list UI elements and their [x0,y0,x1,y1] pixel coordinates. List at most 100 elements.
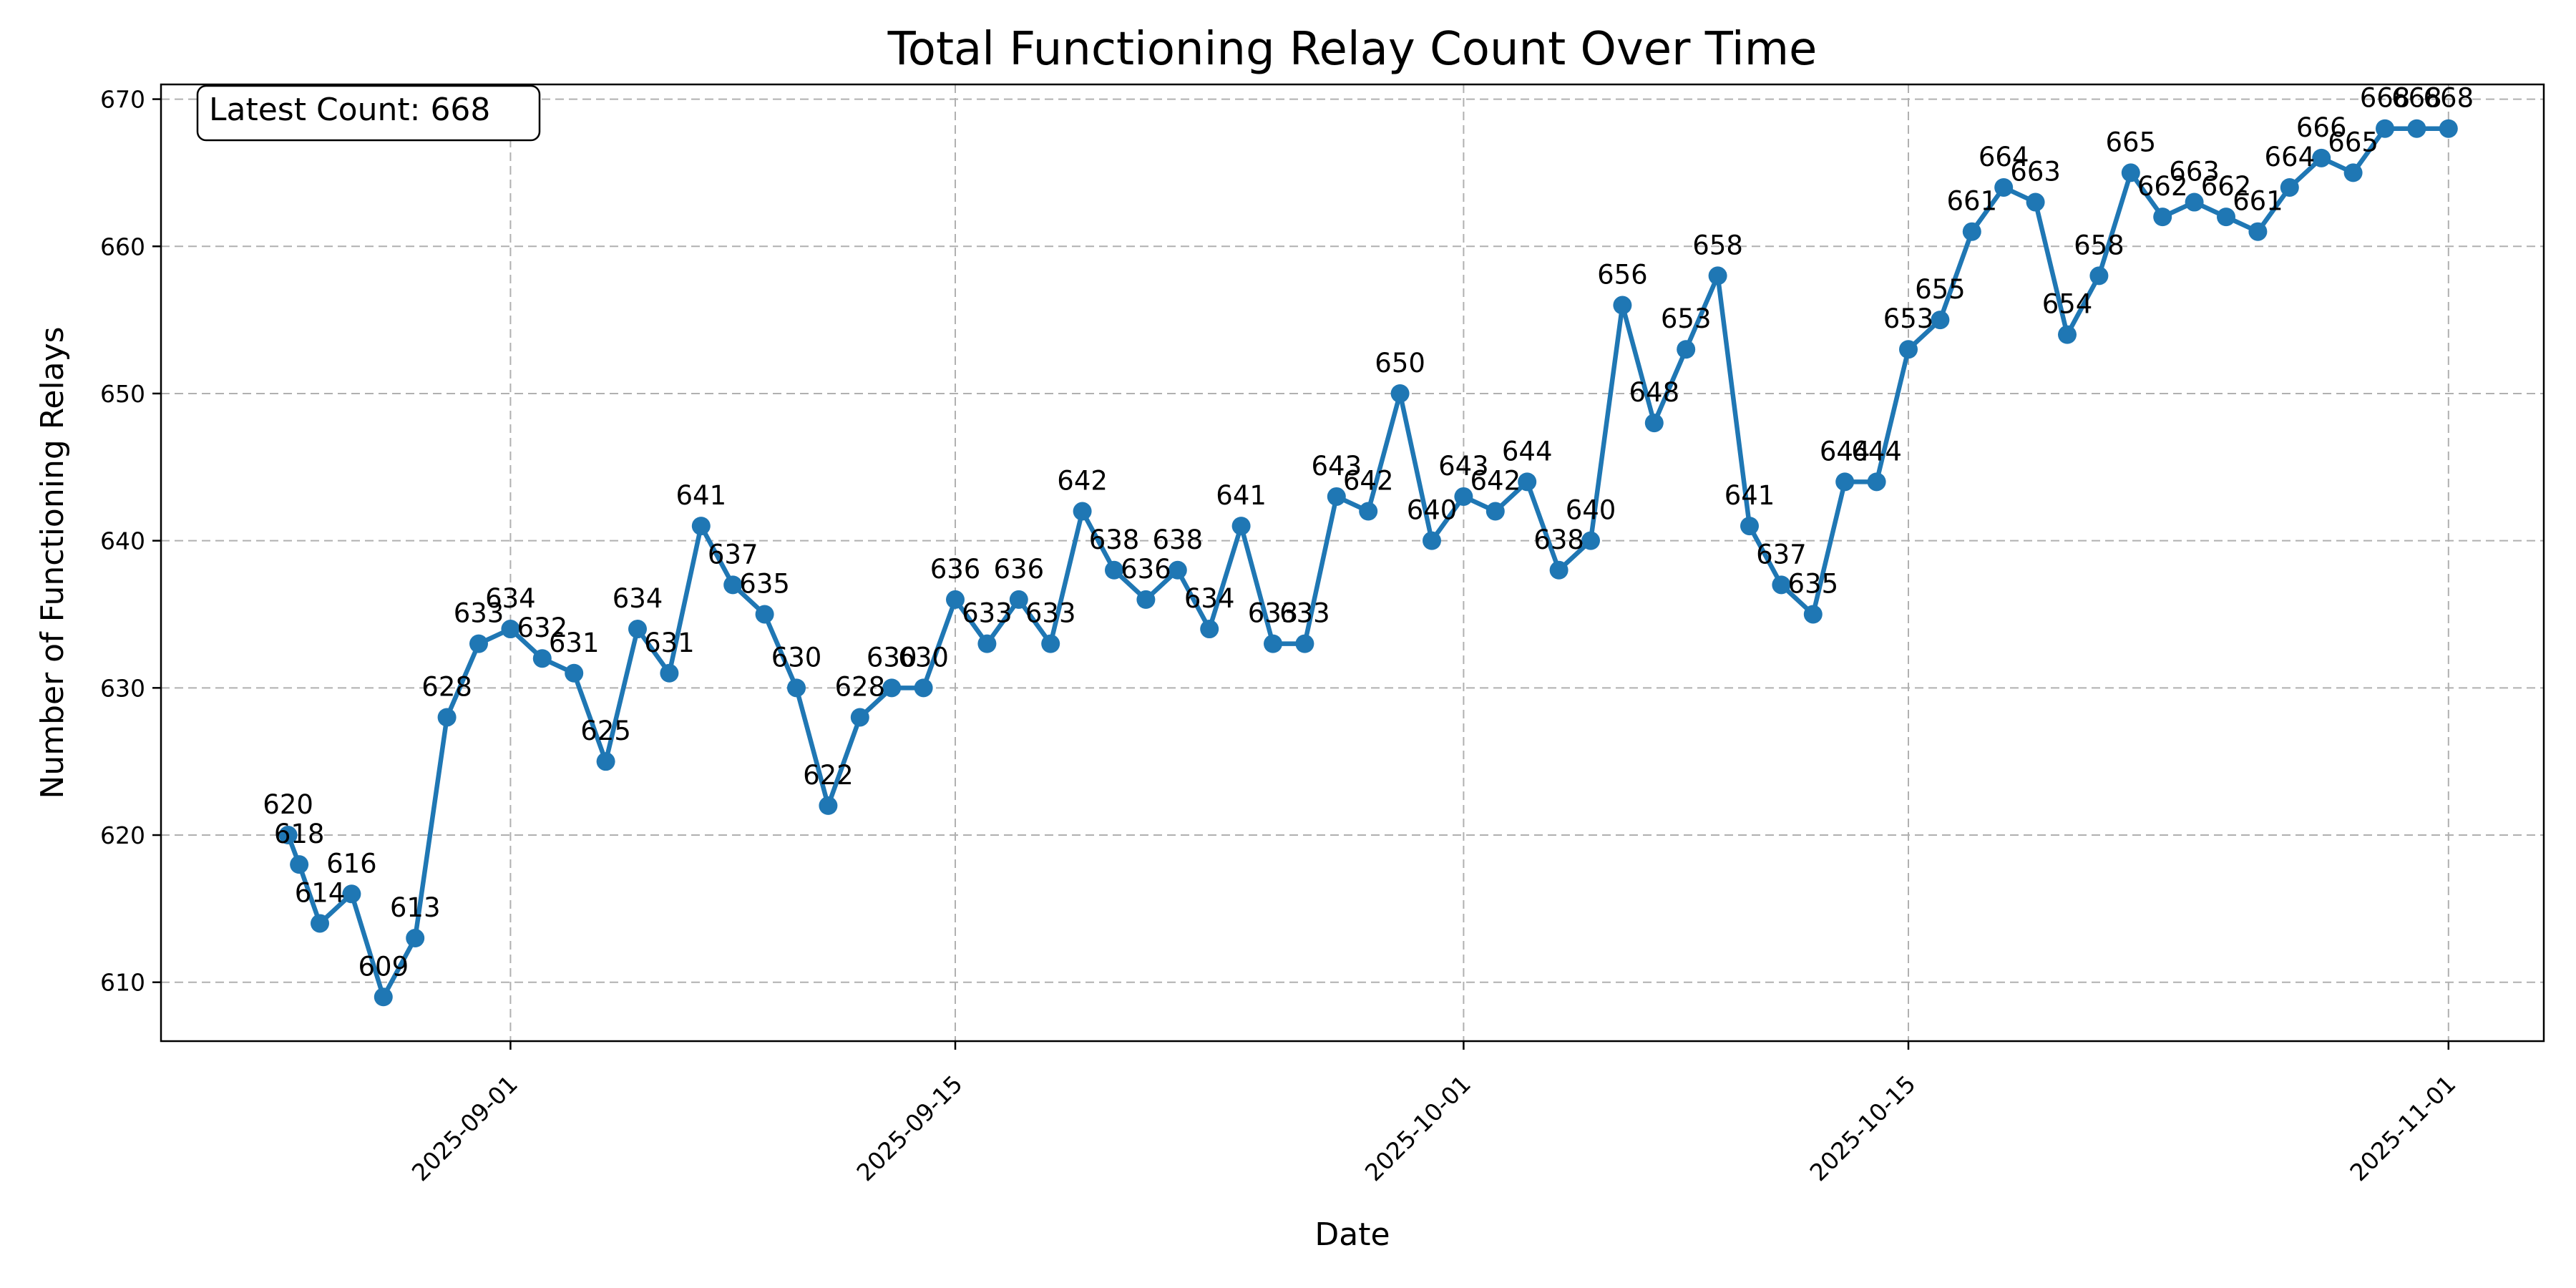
data-point [1994,177,2014,197]
data-label: 661 [1946,186,1997,217]
data-label: 633 [1279,598,1330,629]
data-point [2312,148,2331,167]
data-label: 628 [421,671,472,702]
data-point [660,663,679,683]
data-point [1041,634,1060,653]
data-point [2248,222,2268,241]
data-label: 637 [708,539,758,570]
data-label: 632 [517,613,567,643]
data-point [1264,634,1282,653]
data-label: 662 [2201,171,2252,202]
data-label: 655 [1915,274,1966,305]
data-point [755,605,774,624]
data-point [596,752,615,771]
data-label: 642 [1343,466,1394,497]
data-point [1931,311,1950,330]
data-label: 609 [358,951,409,982]
data-label: 643 [1311,451,1362,482]
y-tick-label: 660 [100,233,145,260]
data-label: 638 [1533,525,1584,555]
data-point [2058,325,2077,344]
data-label: 630 [898,642,949,673]
latest-count-text: Latest Count: 668 [209,92,490,128]
data-point [1677,340,1696,359]
data-label: 653 [1883,303,1934,334]
data-point [290,855,309,874]
data-point [2153,208,2172,227]
data-label: 650 [1375,348,1425,379]
data-label: 633 [962,598,1013,629]
data-label: 635 [739,568,790,599]
data-label: 634 [1184,583,1235,614]
data-point [2280,177,2299,197]
data-point [2343,163,2363,182]
data-point [1549,560,1568,580]
data-label: 636 [993,554,1044,585]
data-label: 631 [549,628,600,658]
data-label: 654 [2042,289,2093,320]
data-point [1423,531,1441,550]
data-label: 644 [1851,436,1902,467]
data-label: 637 [1756,539,1807,570]
data-label: 634 [485,583,536,614]
data-label: 643 [1438,451,1489,482]
data-point [787,678,806,698]
y-axis-label: Number of Functioning Relays [34,326,71,799]
data-point [1518,472,1537,492]
data-point [1073,502,1092,521]
data-label: 656 [1597,260,1648,291]
data-label: 644 [1820,436,1870,467]
data-point [1644,414,1664,433]
chart-title: Total Functioning Relay Count Over Time [887,23,1818,76]
data-point [1105,560,1123,580]
data-point [1454,487,1473,506]
data-point [501,620,520,639]
data-label: 640 [1566,495,1616,526]
data-label: 653 [1661,303,1712,334]
data-point [311,914,329,933]
data-label: 630 [867,642,917,673]
data-label: 668 [2391,83,2442,114]
y-tick-label: 670 [100,86,145,114]
data-point [374,987,393,1007]
data-label: 635 [1787,568,1838,599]
data-point [1485,502,1505,521]
data-point [1009,590,1028,609]
data-label: 642 [1057,466,1108,497]
data-label: 668 [2423,83,2474,114]
y-tick-label: 620 [100,821,145,849]
data-label: 658 [2074,230,2124,260]
data-point [1962,222,1981,241]
data-label: 628 [834,671,885,702]
data-label: 630 [771,642,822,673]
data-point [1359,502,1378,521]
data-label: 618 [274,819,325,849]
series [278,119,2458,1007]
data-point [2407,119,2426,138]
y-tick-label: 630 [100,674,145,702]
grid [161,84,2544,1041]
series-line [286,126,2449,1000]
data-point [565,663,584,683]
data-label: 664 [2264,142,2315,172]
data-point [1136,590,1156,609]
data-point [819,796,838,815]
data-label: 638 [1152,525,1203,555]
data-point [278,826,298,845]
latest-count-box: Latest Count: 668 [196,84,541,142]
data-point [2026,192,2045,212]
data-point [1867,472,1886,492]
data-label: 668 [2360,83,2411,114]
data-label: 633 [1248,598,1299,629]
data-point [2185,192,2204,212]
data-point [406,929,425,948]
data-label: 638 [1089,525,1140,555]
data-label: 613 [390,892,441,923]
data-point [2439,119,2458,138]
data-point [2089,266,2109,286]
data-label: 616 [326,848,377,879]
data-point [2376,119,2394,138]
data-point [1581,531,1600,550]
y-tick-label: 610 [100,969,145,997]
data-label: 620 [263,789,313,820]
